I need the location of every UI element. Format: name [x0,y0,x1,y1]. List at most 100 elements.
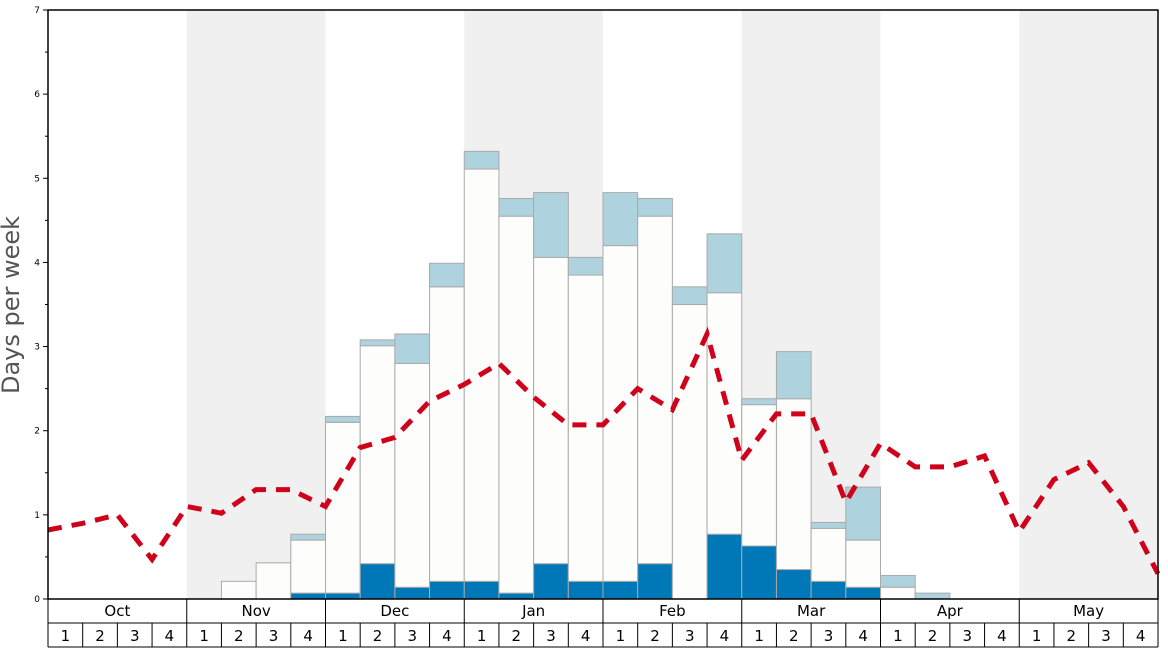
week-label: 3 [269,627,279,645]
bar-segment-dark [810,580,847,600]
bar-segment-dark [290,592,326,600]
bar-segment-dark [775,569,812,600]
bar-segment-dark [498,592,535,600]
week-label: 3 [962,627,972,645]
week-label: 2 [95,627,105,645]
bar-segment-light [914,592,951,600]
bar-segment-light [671,286,708,305]
week-label: 1 [338,627,348,645]
bar-segment-white [290,539,326,594]
bar-segment-white [220,580,257,600]
week-label: 4 [581,627,591,645]
month-band-shaded [186,10,326,599]
bar-segment-white [741,404,777,547]
bar-segment-light [429,262,465,288]
bar-segment-white [706,292,743,535]
week-label: 2 [650,627,660,645]
y-tick-label: 4 [34,258,40,268]
week-label: 1 [477,627,487,645]
axes: 0 1 2 3 4 5 6 7 Oct 1 2 3 4 Nov 1 2 3 4 Dec 1 2 3 4 Jan 1 2 3 4 Feb 1… [34,6,1159,648]
bar-segment-white [359,345,396,565]
bar-segment-light [533,192,569,258]
bar-segment-light [810,521,847,529]
bar-segment-white [429,286,465,582]
month-label: Jan [521,602,545,620]
y-tick-label: 7 [34,6,40,16]
bar-segment-white [567,274,604,582]
bar-segment-white [637,215,673,565]
week-label: 1 [1032,627,1042,645]
bar-segment-dark [359,563,396,600]
week-label: 3 [130,627,140,645]
bar-segment-dark [533,563,569,600]
average-line [47,326,1161,575]
bar-segment-dark [394,586,431,600]
bar-segment-white [845,539,881,588]
bar-segment-dark [325,592,361,600]
week-label: 3 [546,627,556,645]
bar-segment-dark [637,563,673,600]
bar-segment-dark [602,580,639,600]
week-label: 4 [165,627,175,645]
y-tick-label: 6 [34,90,40,100]
month-label: Mar [797,602,826,620]
bar-segment-light [637,197,673,217]
month-label: Nov [241,602,270,620]
week-label: 3 [685,627,695,645]
month-label: Dec [380,602,409,620]
bar-segment-light [498,197,535,217]
bar-segment-light [290,533,326,541]
month-label: Oct [104,602,130,620]
bar-segment-light [463,150,500,170]
y-tick-label: 1 [34,511,40,521]
bar-segment-light [359,339,396,347]
bar-segment-light [880,574,916,588]
y-axis-label: Days per week [0,216,25,394]
bar-segment-dark [741,545,777,600]
bar-segment-dark [429,580,465,600]
month-label: Apr [937,602,964,620]
week-label: 4 [442,627,452,645]
week-label: 3 [407,627,417,645]
bar-segment-light [325,415,361,423]
week-label: 2 [373,627,383,645]
y-tick-label: 3 [34,343,40,353]
bar-segment-light [394,333,431,364]
bar-segment-white [325,421,361,594]
week-label: 1 [754,627,764,645]
bar-segment-light [567,256,604,276]
bar-segment-dark [845,586,881,600]
bar-segment-white [810,527,847,582]
week-label: 4 [1136,627,1146,645]
y-tick-label: 5 [34,174,40,184]
bar-segment-white [394,362,431,588]
week-label: 4 [858,627,868,645]
month-label: Feb [659,602,686,620]
week-label: 4 [997,627,1007,645]
bar-segment-dark [706,533,743,600]
month-band-shaded [1019,10,1158,599]
bar-segment-dark [463,580,500,600]
bar-segment-light [741,398,777,406]
week-label: 2 [234,627,244,645]
bar-segment-light [602,192,639,247]
week-label: 2 [1067,627,1077,645]
week-label: 3 [1101,627,1111,645]
bar-segment-white [602,245,639,582]
week-label: 4 [720,627,730,645]
bar-segment-white [880,586,916,600]
week-label: 1 [616,627,626,645]
week-label: 1 [61,627,71,645]
week-label: 2 [789,627,799,645]
week-label: 3 [824,627,834,645]
bar-segment-white [498,215,535,594]
bar-segment-white [775,398,812,571]
y-tick-label: 2 [34,427,40,437]
week-label: 2 [928,627,938,645]
bar-segment-white [533,256,569,565]
month-label: May [1073,602,1104,620]
bar-segment-white [671,304,708,600]
week-label: 4 [303,627,313,645]
bar-segment-white [255,562,292,600]
